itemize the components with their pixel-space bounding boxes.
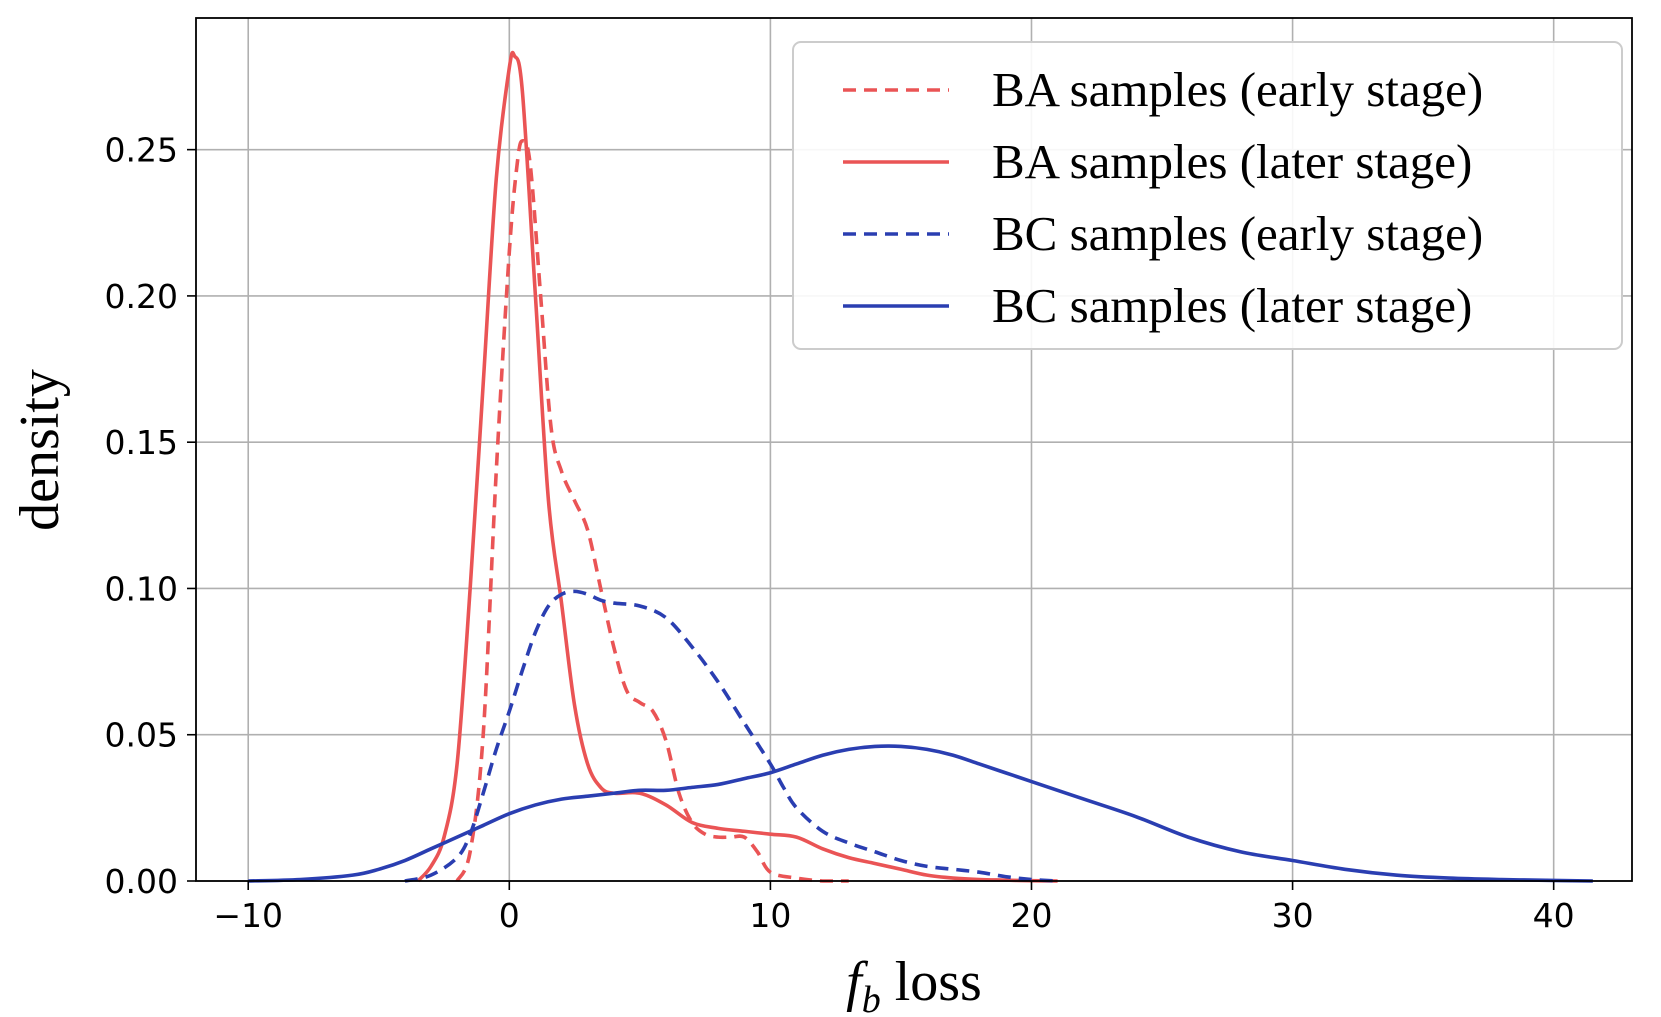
x-axis-label-rest: loss — [881, 951, 982, 1013]
y-tick-label: 0.15 — [105, 423, 178, 462]
x-tick-label: 40 — [1533, 896, 1575, 935]
y-tick-label: 0.05 — [105, 716, 178, 755]
x-tick-label: 30 — [1272, 896, 1314, 935]
y-axis-label: density — [9, 369, 71, 531]
plot-frame — [195, 17, 1633, 882]
y-tick-label: 0.00 — [105, 862, 178, 901]
x-axis-label: fb loss — [846, 951, 982, 1017]
x-tick-label: −10 — [213, 896, 283, 935]
legend: BA samples (early stage) BA samples (late… — [792, 41, 1623, 350]
legend-label-ba-samples-later-stage: BA samples (later stage) — [992, 134, 1472, 189]
series-line-bc-samples-later-stage — [248, 744, 1593, 883]
y-tick-label: 0.25 — [105, 131, 178, 170]
legend-label-bc-samples-later-stage: BC samples (later stage) — [992, 278, 1472, 333]
x-axis-ticks: −10 0 10 20 30 40 — [213, 881, 1575, 935]
x-tick-label: 0 — [499, 896, 520, 935]
series-lines — [248, 50, 1593, 883]
series-line-ba-samples-later-stage — [416, 50, 1058, 883]
x-tick-label: 20 — [1010, 896, 1052, 935]
series-line-bc-samples-early-stage — [404, 589, 1058, 883]
series-line-ba-samples-early-stage — [455, 139, 849, 883]
x-axis-label-subscript: b — [862, 979, 881, 1017]
legend-entries: BA samples (early stage) BA samples (late… — [843, 62, 1483, 333]
y-tick-label: 0.10 — [105, 569, 178, 608]
y-tick-label: 0.20 — [105, 277, 178, 316]
legend-box — [792, 41, 1623, 350]
legend-label-bc-samples-early-stage: BC samples (early stage) — [992, 206, 1483, 261]
y-axis-ticks: 0.00 0.05 0.10 0.15 0.20 0.25 — [105, 131, 196, 901]
legend-label-ba-samples-early-stage: BA samples (early stage) — [992, 62, 1483, 117]
x-tick-label: 10 — [749, 896, 791, 935]
